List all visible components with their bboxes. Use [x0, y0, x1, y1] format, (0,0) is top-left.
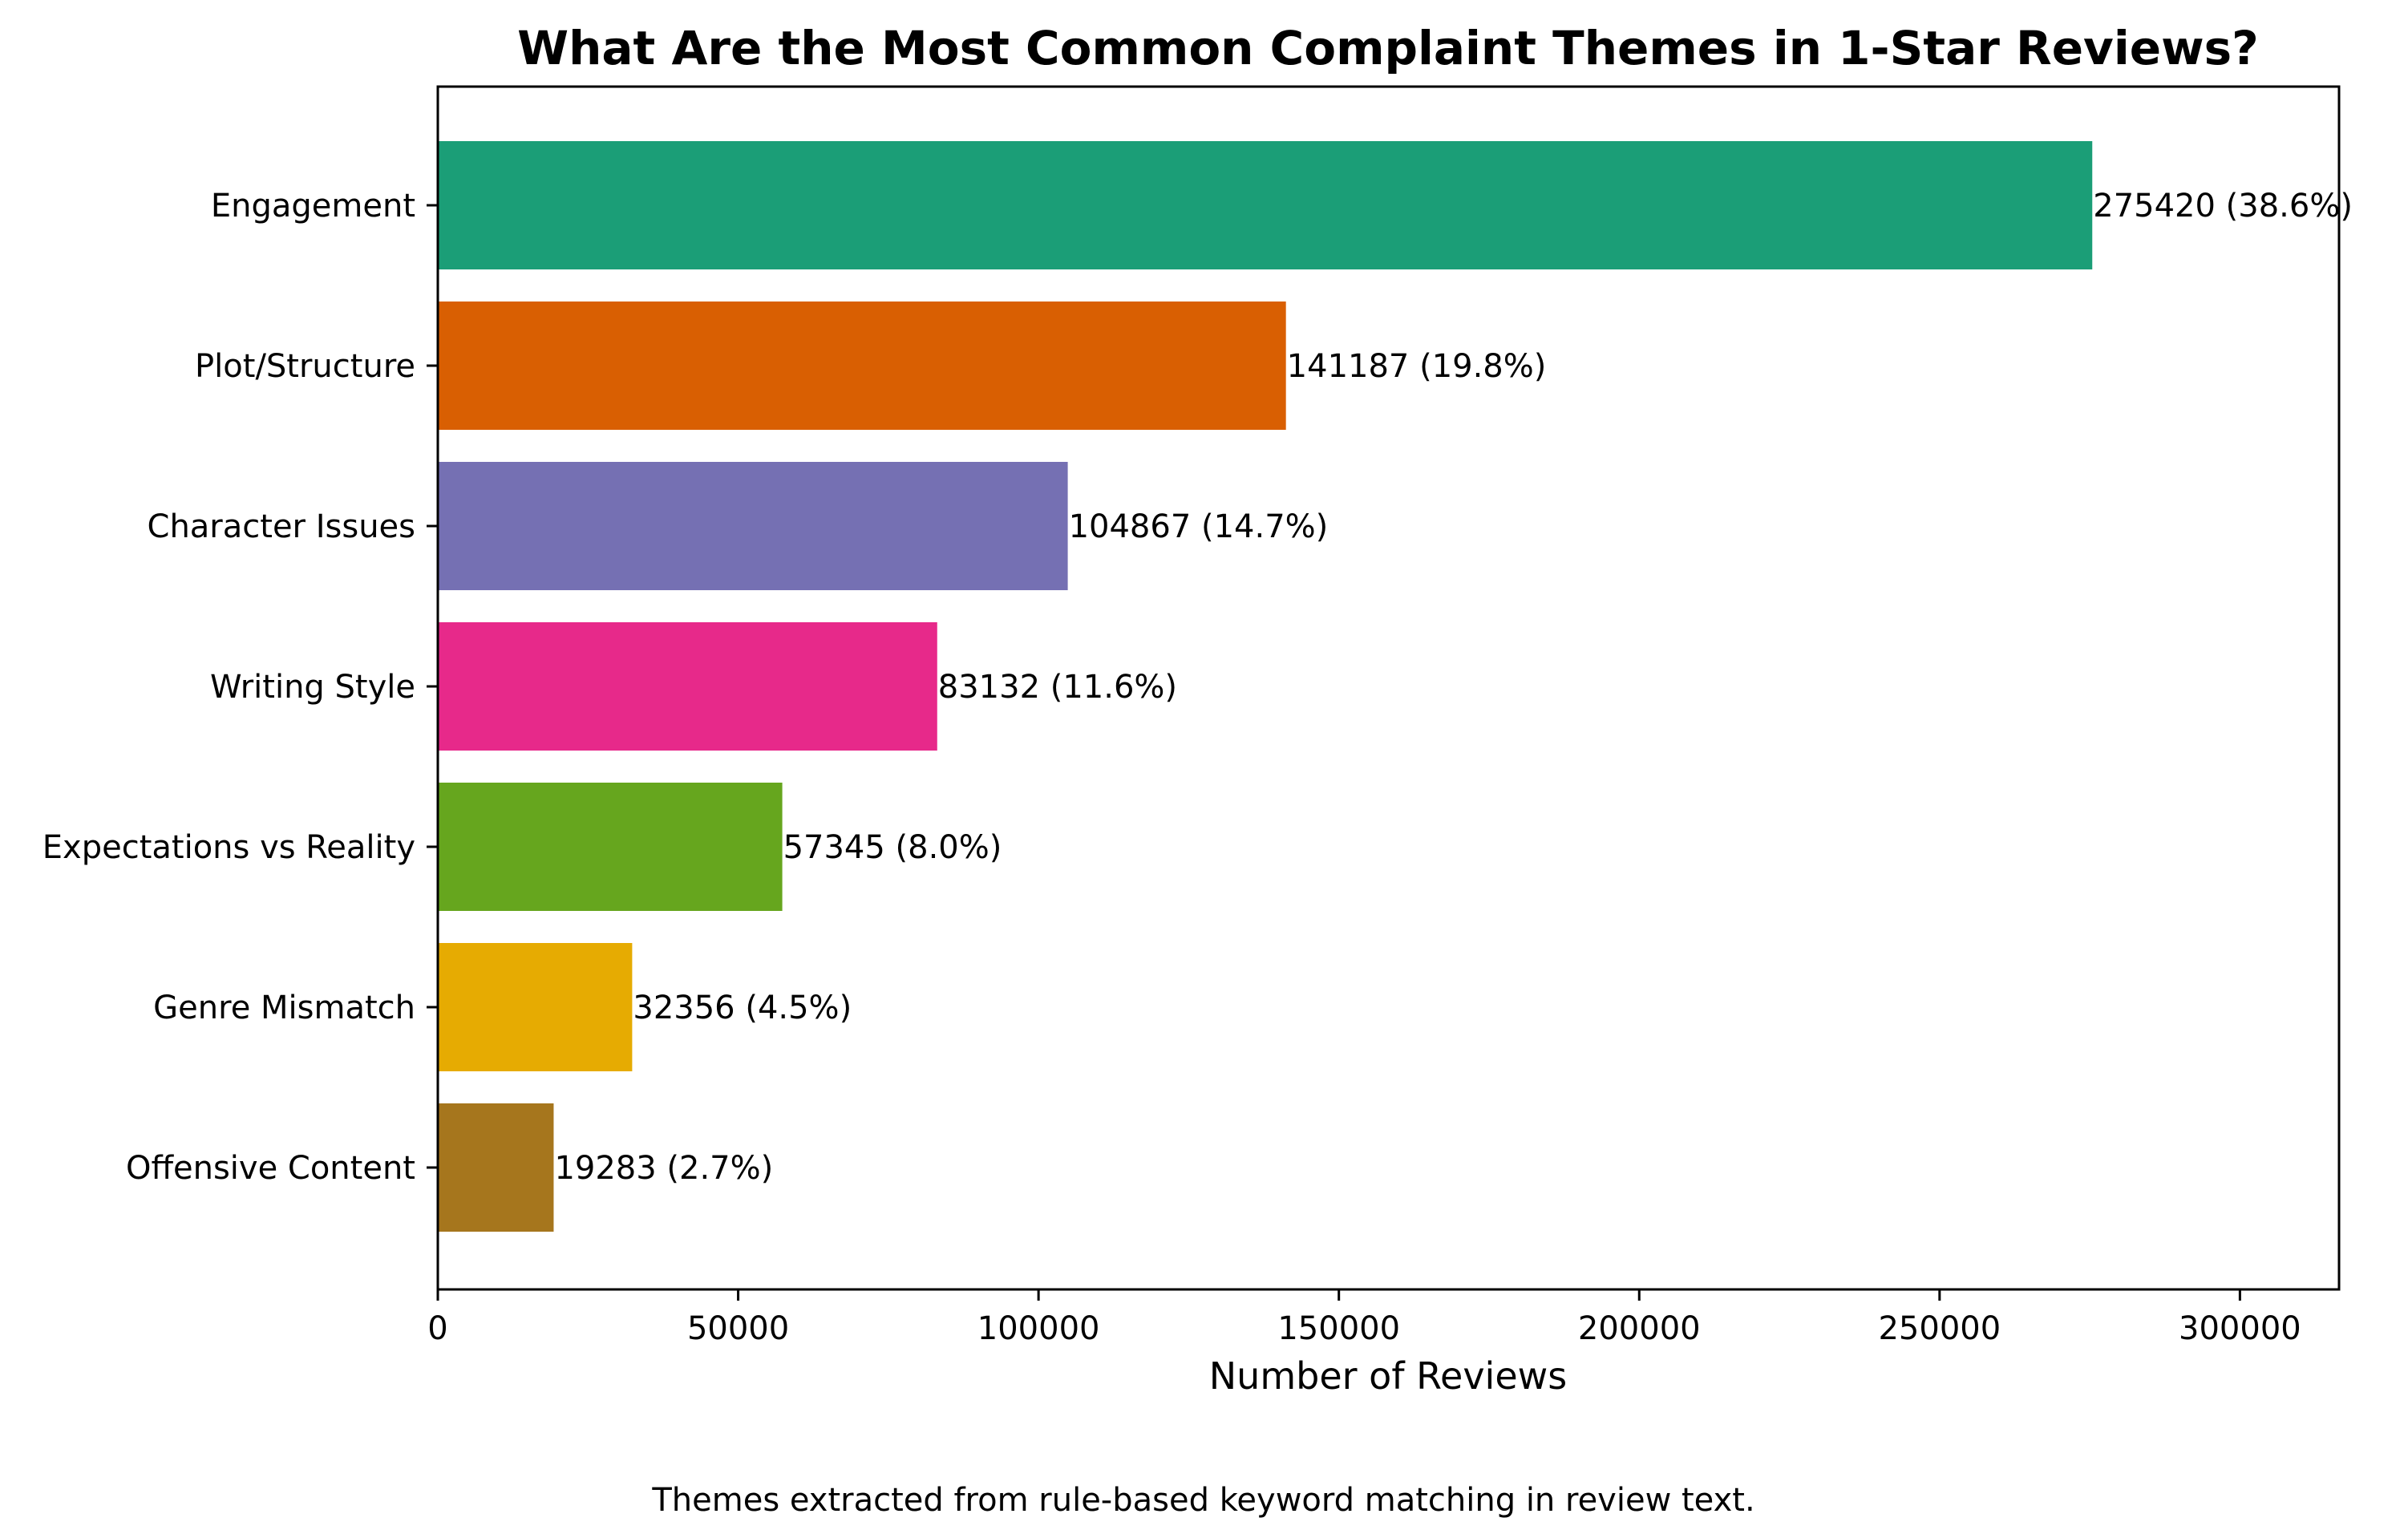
bar-value-label: 32356 (4.5%) — [633, 990, 852, 1026]
bar-4 — [438, 783, 783, 911]
bar-0 — [438, 141, 2093, 269]
y-tick-label: Character Issues — [148, 508, 415, 545]
bar-value-label: 104867 (14.7%) — [1069, 508, 1329, 545]
y-tick-label: Genre Mismatch — [153, 990, 415, 1026]
x-axis: 0 50000 100000 150000 200000 250000 300000 — [427, 1289, 2301, 1347]
x-tick-label: 150000 — [1277, 1310, 1400, 1347]
x-tick-label: 300000 — [2179, 1310, 2301, 1347]
chart-caption: Themes extracted from rule-based keyword… — [651, 1482, 1754, 1519]
bar-value-label: 57345 (8.0%) — [783, 829, 1002, 866]
x-tick-label: 0 — [427, 1310, 447, 1347]
bar-5 — [438, 943, 633, 1071]
chart-title: What Are the Most Common Complaint Theme… — [517, 21, 2259, 75]
y-tick-label: Plot/Structure — [195, 348, 415, 385]
y-axis: Engagement Plot/Structure Character Issues… — [42, 188, 438, 1187]
bar-value-label: 19283 (2.7%) — [554, 1150, 773, 1187]
x-tick-label: 100000 — [977, 1310, 1100, 1347]
x-tick-label: 250000 — [1878, 1310, 2001, 1347]
bar-6 — [438, 1103, 554, 1232]
bar-value-label: 275420 (38.6%) — [2093, 188, 2353, 225]
y-tick-label: Engagement — [211, 188, 415, 225]
plot-frame — [436, 85, 2341, 1291]
bar-2 — [438, 462, 1068, 590]
y-tick-label: Expectations vs Reality — [42, 829, 415, 866]
y-tick-label: Writing Style — [210, 669, 415, 706]
x-axis-label: Number of Reviews — [1209, 1354, 1567, 1398]
bar-value-label: 83132 (11.6%) — [938, 669, 1177, 706]
x-tick-label: 50000 — [687, 1310, 789, 1347]
y-tick-label: Offensive Content — [126, 1150, 415, 1187]
bar-value-label: 141187 (19.8%) — [1287, 348, 1547, 385]
bar-1 — [438, 302, 1286, 430]
x-tick-label: 200000 — [1578, 1310, 1701, 1347]
bar-3 — [438, 622, 937, 751]
bars-group: 275420 (38.6%) 141187 (19.8%) 104867 (14.7… — [438, 141, 2353, 1232]
